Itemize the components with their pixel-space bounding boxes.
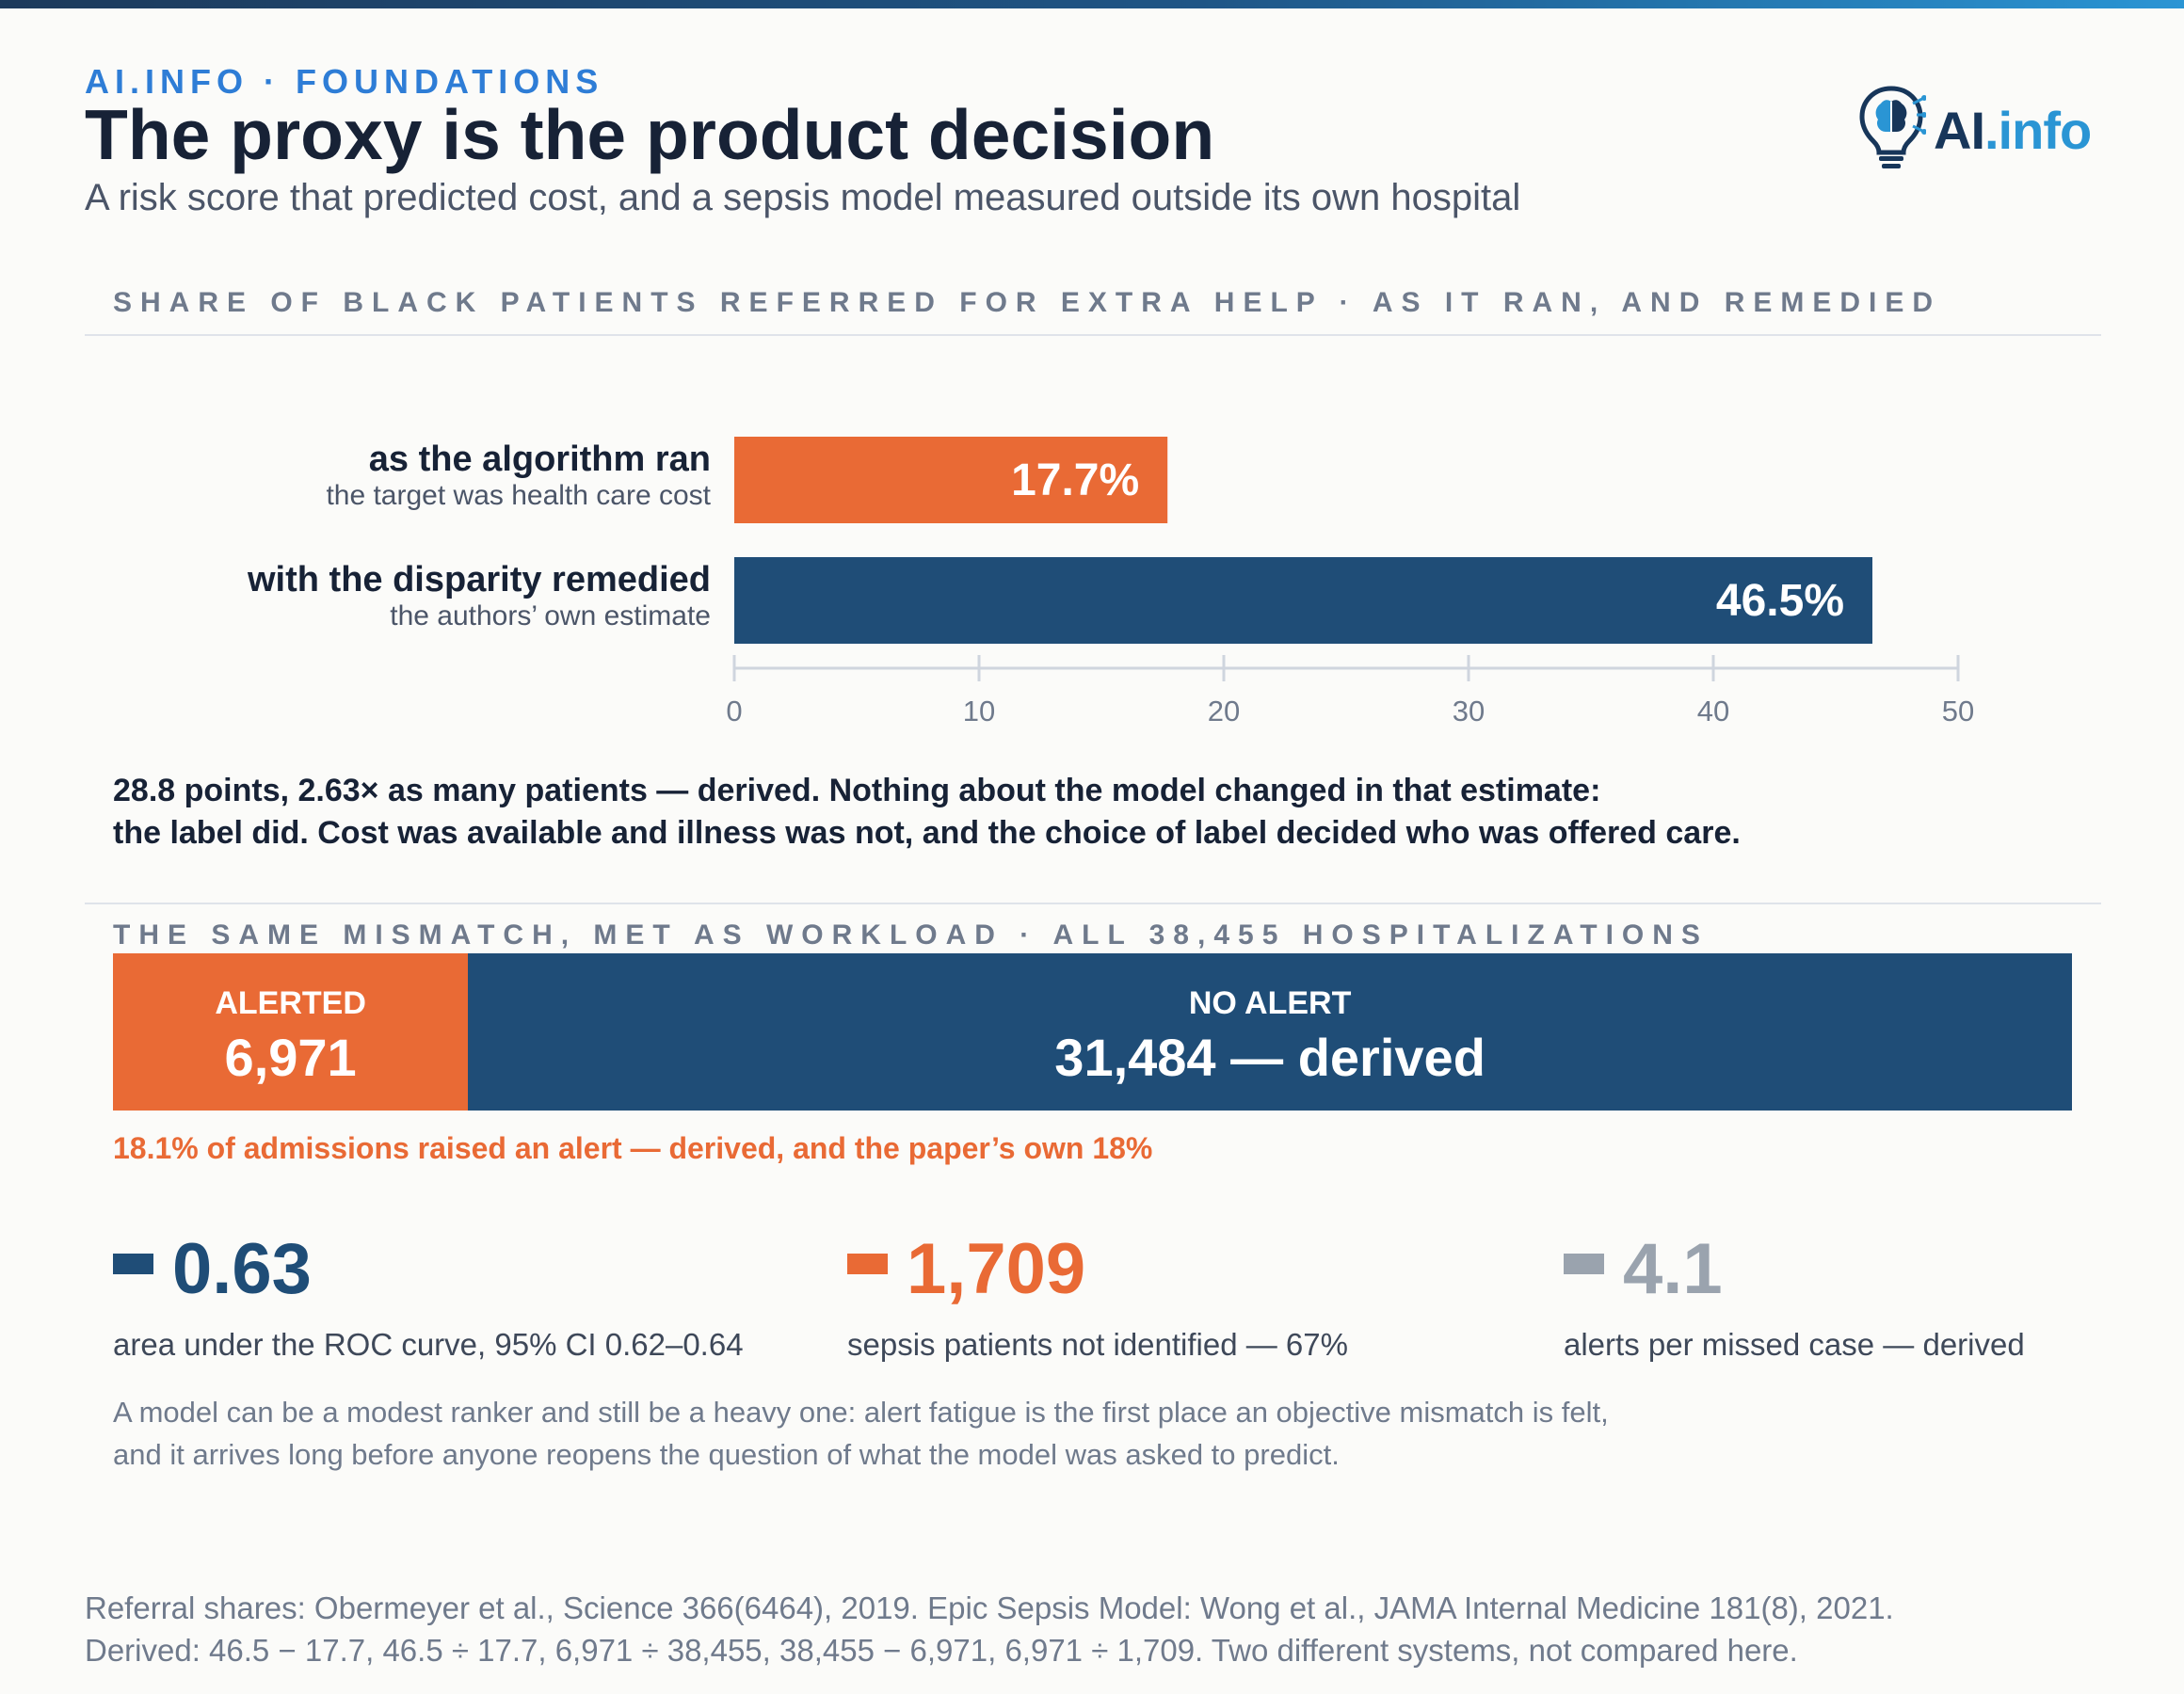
note-line-2: and it arrives long before anyone reopen… (113, 1438, 1340, 1471)
stat-value: 4.1 (1623, 1229, 1723, 1309)
segment-alerted: ALERTED 6,971 (113, 953, 469, 1111)
lightbulb-brain-icon (1859, 86, 1926, 168)
referral-bar-chart: 17.7% 46.5% 0 10 20 30 40 50 (726, 437, 1974, 727)
x-tick-label: 0 (726, 695, 742, 727)
top-accent-bar (0, 0, 2184, 8)
takeaway-line-1: 28.8 points, 2.63× as many patients — de… (113, 773, 1601, 808)
segment-no-alert-value: 31,484 — derived (1054, 1028, 1485, 1087)
bar-label-algorithm-ran: as the algorithm ran the target was heal… (326, 439, 711, 512)
stat-description: alerts per missed case — derived (1564, 1327, 2025, 1362)
bar-1 (734, 557, 1872, 644)
takeaway-line-2: the label did. Cost was available and il… (113, 815, 1741, 851)
bar-0 (734, 437, 1168, 523)
section-label-workload: THE SAME MISMATCH, MET AS WORKLOAD · ALL… (113, 919, 1709, 951)
source-footer: Referral shares: Obermeyer et al., Scien… (85, 1587, 2156, 1671)
bar-value-label: 17.7% (1011, 455, 1139, 505)
bar-label-disparity-remedied: with the disparity remedied the authors’… (248, 559, 711, 632)
bar-value-label: 46.5% (1716, 576, 1844, 626)
eyebrow: AI.INFO · FOUNDATIONS (85, 62, 604, 101)
alert-fatigue-note: A model can be a modest ranker and still… (113, 1391, 1902, 1476)
referral-takeaway: 28.8 points, 2.63× as many patients — de… (113, 770, 1902, 855)
x-tick-label: 40 (1697, 695, 1729, 727)
stat-value: 0.63 (172, 1229, 312, 1309)
x-tick-label: 10 (963, 695, 995, 727)
stat-swatch (847, 1254, 888, 1274)
bar-category: with the disparity remedied (248, 560, 711, 599)
section-label-referrals: SHARE OF BLACK PATIENTS REFERRED FOR EXT… (113, 287, 1942, 318)
section-divider (85, 334, 2101, 336)
alert-share-note: 18.1% of admissions raised an alert — de… (113, 1131, 1153, 1165)
logo-info: .info (1984, 101, 2092, 160)
x-tick-label: 50 (1942, 695, 1974, 727)
bar-category-note: the authors’ own estimate (390, 600, 711, 631)
brand-logo: AI.info (1856, 83, 2101, 173)
segment-alerted-label: ALERTED (215, 985, 366, 1021)
x-tick-label: 30 (1453, 695, 1485, 727)
bar-category: as the algorithm ran (368, 439, 711, 479)
stat-swatch (113, 1254, 153, 1274)
x-tick-label: 20 (1208, 695, 1240, 727)
bar-category-note: the target was health care cost (326, 480, 711, 511)
segment-alerted-value: 6,971 (224, 1028, 357, 1087)
footer-line-2: Derived: 46.5 − 17.7, 46.5 ÷ 17.7, 6,971… (85, 1633, 1798, 1668)
logo-wordmark: AI.info (1934, 100, 2092, 161)
page-subtitle: A risk score that predicted cost, and a … (85, 177, 1521, 218)
segment-no-alert: NO ALERT 31,484 — derived (468, 953, 2072, 1111)
note-line-1: A model can be a modest ranker and still… (113, 1396, 1609, 1429)
stat-swatch (1564, 1254, 1604, 1274)
stat-description: sepsis patients not identified — 67% (847, 1327, 1348, 1362)
footer-line-1: Referral shares: Obermeyer et al., Scien… (85, 1590, 1894, 1625)
page-title: The proxy is the product decision (85, 95, 1215, 174)
stat-description: area under the ROC curve, 95% CI 0.62–0.… (113, 1327, 744, 1362)
stat-value: 1,709 (907, 1229, 1086, 1309)
segment-no-alert-label: NO ALERT (1188, 985, 1352, 1021)
workload-bar: ALERTED 6,971 NO ALERT 31,484 — derived (113, 953, 2072, 1111)
logo-ai: AI (1934, 101, 1985, 160)
section-divider (85, 903, 2101, 904)
